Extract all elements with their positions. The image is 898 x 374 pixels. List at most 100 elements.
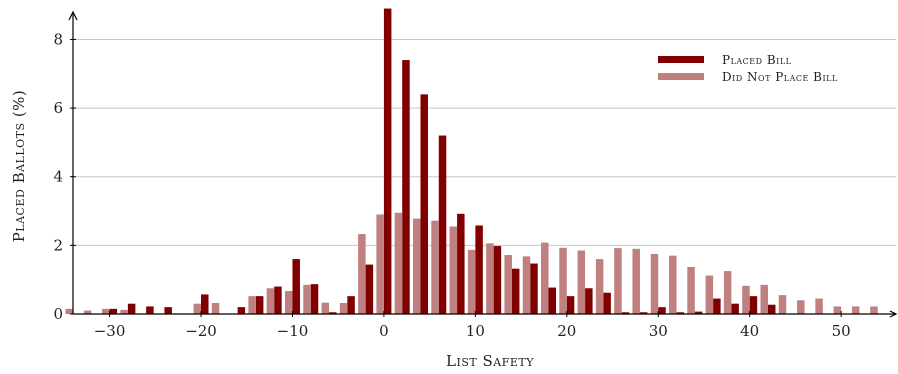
bar-did-not-place-bill [266,288,275,314]
bar-did-not-place-bill [339,303,348,314]
bar-placed-bill [164,307,172,314]
bar-placed-bill [676,312,685,314]
grid-lines [73,38,896,246]
bar-did-not-place-bill [705,275,714,314]
legend-swatch-placed-bill [658,56,704,63]
bar-did-not-place-bill [193,303,202,314]
bar-placed-bill [255,296,264,314]
x-tick-label: 40 [740,322,759,340]
x-tick-label: 0 [379,322,389,340]
y-tick-label: 4 [53,168,63,186]
bar-placed-bill [493,246,502,314]
x-axis-title: List Safety [446,352,534,370]
bar-did-not-place-bill [449,226,458,314]
bar-did-not-place-bill [559,247,567,314]
y-tick-label: 0 [53,305,63,323]
bar-did-not-place-bill [870,306,878,314]
bar-did-not-place-bill [760,284,768,314]
bar-did-not-place-bill [723,271,732,314]
y-axis-title: Placed Ballots (%) [10,90,28,243]
bar-did-not-place-bill [486,243,494,314]
bar-placed-bill [585,288,593,314]
bar-placed-bill [694,311,703,314]
bar-did-not-place-bill [284,291,293,314]
bar-did-not-place-bill [120,309,128,314]
y-tick-label: 6 [53,99,63,117]
bar-placed-bill [109,308,118,314]
bar-did-not-place-bill [303,284,311,314]
bar-placed-bill [402,60,410,314]
bar-placed-bill [621,312,630,314]
bar-placed-bill [127,303,136,314]
bar-placed-bill [548,287,557,314]
bar-did-not-place-bill [742,285,750,314]
bar-did-not-place-bill [211,303,220,314]
bar-placed-bill [511,268,520,314]
bar-did-not-place-bill [815,298,823,314]
legend: Placed Bill Did Not Place Bill [658,53,838,84]
bar-did-not-place-bill [778,295,787,315]
bar-placed-bill [713,298,721,314]
bar-placed-bill [749,296,758,314]
legend-label-did-not-place-bill: Did Not Place Bill [722,70,838,84]
bar-placed-bill [292,259,300,314]
bar-placed-bill [310,284,319,314]
bar-placed-bill [457,213,465,314]
y-tick-label: 8 [53,30,63,48]
bar-did-not-place-bill [669,255,677,314]
x-tick-label: 30 [649,322,668,340]
bar-did-not-place-bill [504,254,512,314]
x-tick-label: −20 [185,322,217,340]
bar-did-not-place-bill [650,253,659,314]
bar-did-not-place-bill [614,248,622,314]
bar-did-not-place-bill [851,306,860,314]
bar-did-not-place-bill [833,306,842,314]
bar-did-not-place-bill [687,266,695,314]
bar-placed-bill [438,135,447,314]
bar-placed-bill [347,296,355,314]
bar-did-not-place-bill [541,242,549,314]
bar-placed-bill [530,263,538,314]
y-axis-arrow [68,10,78,21]
bar-placed-bill [639,312,648,314]
bar-placed-bill [731,303,739,314]
bar-did-not-place-bill [65,308,73,314]
bar-did-not-place-bill [248,296,256,314]
bar-did-not-place-bill [577,250,586,314]
legend-swatch-did-not-place-bill [658,73,704,80]
bar-placed-bill [658,307,666,314]
bar-placed-bill [475,225,483,314]
legend-label-placed-bill: Placed Bill [722,53,792,67]
bars [65,8,878,315]
bar-did-not-place-bill [595,259,604,314]
x-axis-arrow [889,310,898,318]
x-tick-label: 10 [466,322,485,340]
bar-did-not-place-bill [797,300,805,314]
bar-placed-bill [566,296,575,314]
bar-placed-bill [329,312,337,314]
bar-placed-bill [237,307,246,314]
bar-did-not-place-bill [83,310,92,314]
bar-placed-bill [365,264,374,314]
bar-did-not-place-bill [376,214,384,314]
bar-did-not-place-bill [321,302,330,314]
x-tick-label: −30 [94,322,126,340]
y-tick-label: 2 [53,236,63,254]
x-tick-label: 20 [557,322,576,340]
bar-did-not-place-bill [412,218,421,314]
axes [68,10,898,318]
bar-did-not-place-bill [431,220,439,314]
bar-placed-bill [767,304,776,314]
bar-did-not-place-bill [102,308,110,314]
bar-placed-bill [383,8,392,314]
bar-placed-bill [146,306,154,314]
x-tick-label: 50 [832,322,851,340]
bar-did-not-place-bill [467,249,476,314]
bar-did-not-place-bill [358,234,366,314]
tick-labels: −30 −20 −10 0 10 20 30 40 50 0 2 4 6 8 [53,30,850,340]
bar-did-not-place-bill [394,212,403,314]
bar-placed-bill [274,286,282,314]
bar-did-not-place-bill [522,256,531,314]
bar-placed-bill [201,294,209,314]
